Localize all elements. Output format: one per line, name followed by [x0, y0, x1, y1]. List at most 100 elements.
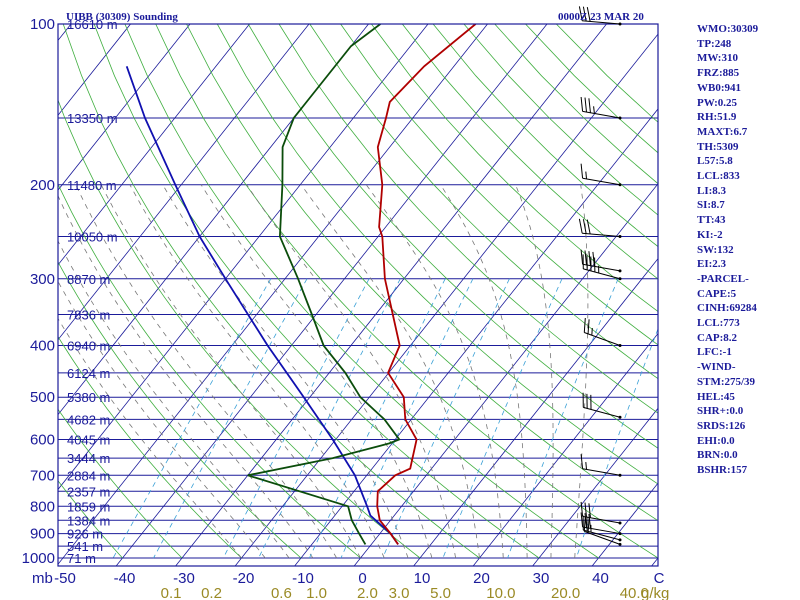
- wind-barb-flag: [588, 251, 591, 266]
- pressure-tick-label: 500: [30, 389, 55, 406]
- moist-adiabat: [100, 184, 361, 559]
- dewpoint-trace: [247, 24, 401, 545]
- temperature-tick-label: -20: [233, 570, 255, 587]
- wind-barb-flag: [583, 516, 586, 532]
- wind-barb-base: [618, 22, 622, 26]
- isotherm-line: [294, 108, 658, 566]
- isotherm-line: [58, 24, 488, 565]
- wind-barb-flag: [580, 512, 584, 528]
- mixing-ratio-line: [258, 278, 401, 559]
- wind-barb-flag: [584, 250, 588, 266]
- index-item: TT:43: [697, 214, 726, 227]
- index-item: CAP:8.2: [697, 331, 738, 344]
- index-item: LFC:-1: [697, 346, 732, 359]
- isotherm-line: [58, 24, 310, 341]
- pressure-tick-label: 800: [30, 498, 55, 515]
- temperature-unit-label: C: [654, 570, 665, 587]
- wind-barb-base: [618, 532, 622, 536]
- moist-adiabat: [246, 184, 457, 559]
- wind-barb-staff: [583, 268, 621, 280]
- pressure-tick-label: 300: [30, 271, 55, 288]
- isotherm-line: [58, 24, 131, 116]
- height-label: 1859 m: [67, 499, 110, 514]
- height-label: 7836 m: [67, 308, 110, 323]
- dry-adiabat: [556, 24, 658, 123]
- wind-barb-base: [618, 538, 622, 542]
- moist-adiabat: [58, 240, 290, 559]
- isotherm-line: [234, 33, 658, 566]
- wind-barb-staff: [584, 332, 621, 346]
- dry-adiabat: [58, 99, 421, 559]
- moist-adiabat: [129, 184, 385, 559]
- index-item: KI:-2: [697, 228, 723, 241]
- wind-barb-half-flag: [593, 106, 595, 114]
- wind-barb-base: [618, 269, 622, 273]
- wind-barb: [580, 512, 622, 536]
- moist-adiabat: [515, 184, 554, 559]
- wind-barb-flag: [580, 249, 584, 265]
- wind-barb-flag: [584, 502, 588, 518]
- pressure-tick-label: 200: [30, 177, 55, 194]
- height-label: 2357 m: [67, 484, 110, 499]
- height-label: 4682 m: [67, 412, 110, 427]
- mixing-ratio-line: [223, 278, 370, 559]
- dry-adiabat: [247, 24, 658, 449]
- index-item: -PARCEL-: [697, 272, 749, 285]
- moist-adiabat: [574, 184, 589, 559]
- index-item: MAXT:6.7: [697, 125, 748, 138]
- wind-barb-flag: [582, 219, 587, 234]
- wind-barb-staff: [582, 468, 621, 476]
- temperature-tick-label: -30: [173, 570, 195, 587]
- index-item: LCL:833: [697, 170, 740, 183]
- dry-adiabat: [278, 24, 658, 414]
- plot-frame: [57, 23, 659, 567]
- height-label: 541 m: [67, 539, 103, 554]
- parcel-trace: [125, 65, 399, 545]
- height-label: 1384 m: [67, 513, 110, 528]
- isotherm-line: [58, 24, 191, 191]
- temperature-tick-label: -50: [54, 570, 76, 587]
- temperature-tick-label: 0: [358, 570, 366, 587]
- wind-barb-half-flag: [585, 171, 588, 179]
- mixing-ratio-line: [309, 278, 446, 559]
- wind-barb: [583, 516, 622, 546]
- pressure-tick-label: 600: [30, 432, 55, 449]
- wind-barb: [580, 501, 622, 525]
- height-label: 4045 m: [67, 433, 110, 448]
- wind-barb-staff: [582, 110, 621, 119]
- dry-adiabat: [58, 183, 361, 559]
- mixing-ratio-line: [382, 278, 510, 559]
- isotherm-line: [175, 24, 607, 566]
- wind-barb: [582, 392, 622, 419]
- wind-barb-flag: [582, 6, 587, 22]
- pressure-tick-label: 1000: [22, 550, 55, 567]
- wind-barb-flag: [588, 98, 591, 113]
- dry-adiabat: [58, 335, 242, 559]
- moist-adiabat: [75, 184, 338, 559]
- wind-barb-flag: [587, 319, 590, 334]
- wind-barb-base: [618, 415, 622, 419]
- index-item: EHI:0.0: [697, 434, 735, 447]
- mixing-ratio-line: [575, 327, 658, 559]
- index-item: WB0:941: [697, 81, 741, 94]
- pressure-unit-label: mb: [32, 570, 53, 587]
- mixing-ratio-tick-label: 1.0: [306, 585, 327, 600]
- index-item: HEL:45: [697, 390, 735, 403]
- index-item: -WIND-: [697, 361, 736, 374]
- index-item: BRN:0.0: [697, 449, 738, 462]
- wind-barb-base: [618, 183, 622, 187]
- wind-barb-staff: [582, 263, 621, 272]
- pressure-tick-label: 100: [30, 16, 55, 33]
- wind-barb-flag: [580, 454, 584, 469]
- wind-barb-staff: [582, 526, 621, 535]
- dry-adiabat: [58, 261, 302, 559]
- index-item: EI:2.3: [697, 258, 727, 271]
- wind-barb: [580, 454, 622, 477]
- pressure-tick-label: 700: [30, 467, 55, 484]
- wind-barb-base: [618, 344, 622, 348]
- index-item: PW:0.25: [697, 96, 738, 109]
- index-item: CAPE:5: [697, 287, 737, 300]
- wind-barb-flag: [580, 96, 584, 112]
- wind-barb: [583, 317, 622, 348]
- temperature-tick-label: -40: [114, 570, 136, 587]
